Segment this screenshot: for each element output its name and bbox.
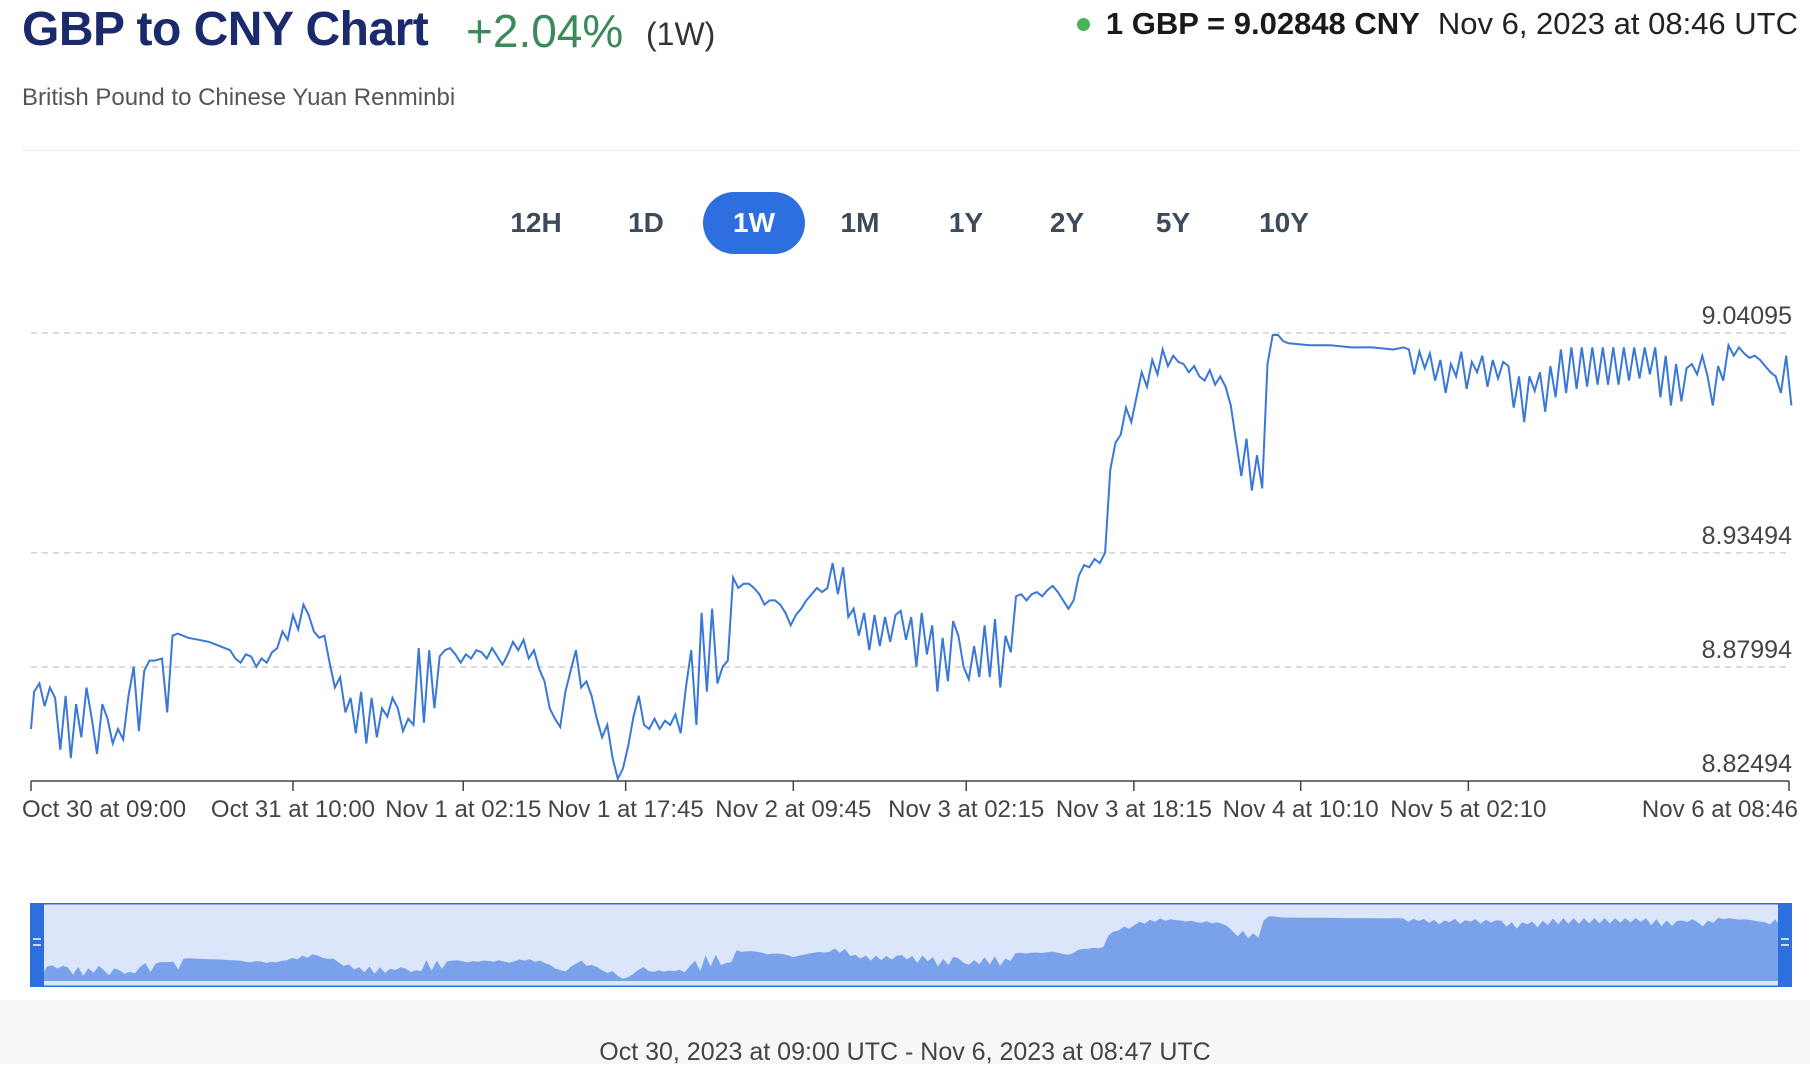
tab-1m[interactable]: 1M [840,207,880,238]
x-tick-label: Nov 1 at 17:45 [548,796,704,823]
navigator-date-range: Oct 30, 2023 at 09:00 UTC - Nov 6, 2023 … [599,1038,1211,1066]
tab-1w[interactable]: 1W [703,192,805,254]
percent-change: +2.04% [466,5,624,57]
navigator-area [44,916,1781,981]
live-indicator-icon [1076,17,1090,31]
navigator-left-handle[interactable] [30,903,44,987]
range-navigator[interactable] [30,903,1792,987]
tab-1y[interactable]: 1Y [948,207,984,238]
tab-12h[interactable]: 12H [510,207,562,238]
x-tick-label: Nov 1 at 02:15 [385,796,541,823]
change-period: (1W) [646,16,716,52]
price-series-line [30,334,1793,782]
tab-5y[interactable]: 5Y [1155,207,1191,238]
x-tick-label: Nov 4 at 10:10 [1223,796,1379,823]
tab-10y[interactable]: 10Y [1259,207,1309,238]
y-tick-label: 8.87994 [1702,636,1792,664]
x-tick-label: Oct 31 at 10:00 [211,796,375,823]
y-tick-label: 8.93494 [1702,522,1792,550]
tab-1d[interactable]: 1D [628,207,664,238]
current-rate: 1 GBP = 9.02848 CNY [1105,6,1420,41]
x-tick-label: Nov 3 at 02:15 [888,796,1044,823]
x-tick-label: Nov 2 at 09:45 [715,796,871,823]
page-title: GBP to CNY Chart [22,3,429,56]
current-rate-block: 1 GBP = 9.02848 CNY Nov 6, 2023 at 08:46… [1076,6,1798,42]
y-tick-label: 9.04095 [1702,302,1792,330]
y-tick-label: 8.82494 [1702,750,1792,778]
navigator-right-handle[interactable] [1778,903,1792,987]
rate-timestamp: Nov 6, 2023 at 08:46 UTC [1437,6,1798,41]
tab-2y[interactable]: 2Y [1049,207,1085,238]
header-divider [22,150,1798,151]
footer-background [0,1000,1810,1064]
x-tick-label: Nov 5 at 02:10 [1390,796,1546,823]
x-tick-label: Nov 6 at 08:46 [1642,796,1798,823]
page-subtitle: British Pound to Chinese Yuan Renminbi [22,84,456,111]
rate-line-chart[interactable]: 8.82494 8.87994 8.93494 9.04095 Oct 30 at 0… [0,280,1810,840]
time-range-tabs: 12H 1D 1W 1M 1Y 2Y 5Y 10Y [0,192,1810,254]
x-tick-label: Nov 3 at 18:15 [1056,796,1212,823]
x-tick-label: Oct 30 at 09:00 [22,796,186,823]
